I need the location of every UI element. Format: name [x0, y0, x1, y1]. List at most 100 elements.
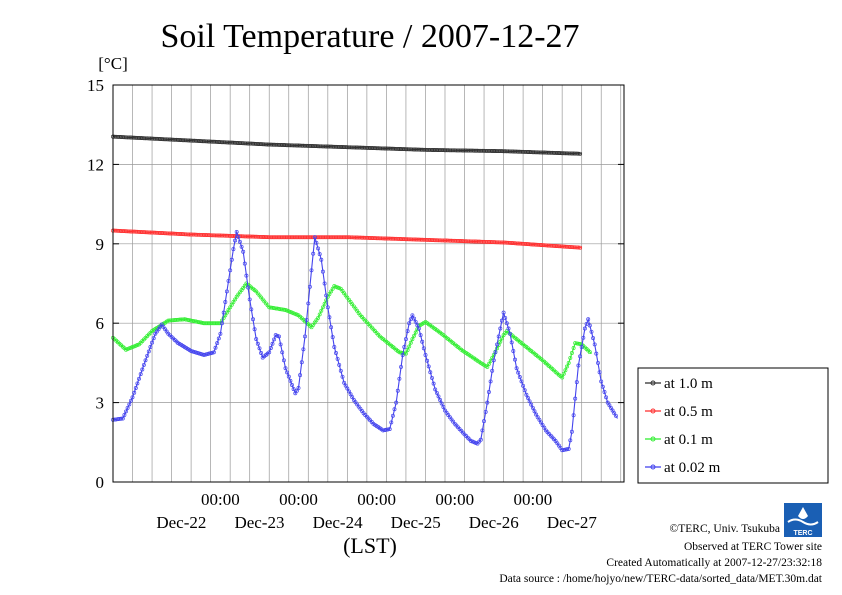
y-axis-unit: [°C] — [98, 54, 127, 73]
series-point — [490, 368, 495, 373]
series-point — [236, 234, 241, 239]
series-point — [140, 367, 145, 372]
series-point — [407, 321, 412, 326]
series-point — [389, 420, 394, 425]
series-point — [226, 278, 231, 283]
series-point — [237, 239, 242, 244]
series-point — [600, 384, 605, 389]
series-point — [314, 240, 319, 245]
series-point — [405, 329, 410, 334]
series-point — [438, 398, 443, 402]
series-point — [589, 329, 594, 334]
series-point — [439, 401, 444, 406]
series-point — [395, 388, 400, 393]
series-point — [430, 375, 434, 380]
series-point — [312, 235, 317, 240]
series-point — [272, 337, 277, 342]
series-point — [257, 346, 262, 351]
series-point — [386, 427, 390, 432]
series-point — [317, 312, 322, 317]
series-point — [285, 370, 290, 375]
series-point — [146, 349, 151, 354]
series-point — [530, 405, 535, 410]
series-point — [402, 345, 407, 349]
series-point — [327, 315, 332, 320]
date-label: Dec-22 — [156, 513, 206, 532]
series-point — [485, 400, 490, 405]
series-point — [301, 347, 306, 352]
series-point — [387, 427, 392, 432]
series-point — [412, 333, 417, 338]
series-point — [420, 339, 425, 344]
series-point — [394, 400, 399, 405]
series-point — [286, 374, 291, 379]
series-point — [483, 409, 488, 414]
series-point — [338, 368, 343, 373]
series-point — [565, 447, 569, 452]
series-point — [252, 327, 257, 332]
series-point — [425, 358, 430, 363]
series-point — [278, 342, 283, 347]
series-point — [423, 353, 428, 357]
legend-label: at 0.02 m — [664, 460, 721, 476]
series-point — [213, 345, 218, 350]
series-point — [226, 308, 231, 312]
series-point — [299, 360, 304, 365]
series-point — [340, 374, 345, 379]
series-point — [540, 423, 545, 428]
series-point — [612, 411, 617, 416]
series-point — [568, 438, 573, 443]
series-point — [495, 342, 500, 347]
series-point — [522, 388, 527, 393]
series-point — [513, 357, 517, 362]
created-text: Created Automatically at 2007-12-27/23:3… — [606, 557, 822, 569]
series-point — [267, 350, 272, 355]
series-point — [327, 292, 332, 297]
series-point — [228, 268, 233, 273]
series-point — [325, 305, 330, 310]
series-point — [317, 252, 322, 257]
series-point — [605, 400, 610, 405]
series-point — [247, 297, 252, 302]
legend-marker — [650, 408, 656, 414]
series-point — [239, 244, 244, 249]
x-tick-label: 00:00 — [357, 490, 396, 509]
series-line — [112, 282, 592, 379]
series-point — [415, 323, 420, 328]
chart-title: Soil Temperature / 2007-12-27 — [160, 18, 579, 55]
y-tick-label: 6 — [96, 314, 105, 333]
series-point — [597, 370, 602, 375]
date-label: Dec-26 — [469, 513, 519, 532]
series-point — [224, 289, 229, 294]
series-point — [343, 383, 348, 388]
series-point — [332, 345, 337, 349]
series-point — [119, 416, 124, 421]
series-point — [482, 419, 486, 424]
date-label: Dec-27 — [547, 513, 598, 532]
series-point — [566, 360, 571, 365]
series-point — [578, 354, 583, 359]
series-point — [138, 372, 143, 377]
series-point — [441, 405, 446, 409]
x-tick-label: 00:00 — [435, 490, 474, 509]
series-point — [579, 345, 584, 349]
series-point — [413, 319, 418, 324]
series-point — [499, 336, 504, 341]
series-point — [231, 247, 236, 252]
series-point — [503, 315, 508, 320]
series-point — [563, 368, 568, 373]
series-point — [412, 316, 417, 321]
series-point — [574, 380, 579, 385]
series-point — [511, 349, 516, 353]
series-point — [348, 392, 353, 397]
series-point — [428, 370, 433, 375]
series-point — [408, 340, 413, 345]
series-point — [407, 344, 412, 349]
series-point — [350, 395, 355, 400]
series-point — [242, 261, 247, 266]
y-tick-label: 9 — [96, 235, 105, 254]
series-point — [291, 387, 296, 392]
series-point — [400, 353, 405, 357]
series-point — [280, 350, 285, 355]
